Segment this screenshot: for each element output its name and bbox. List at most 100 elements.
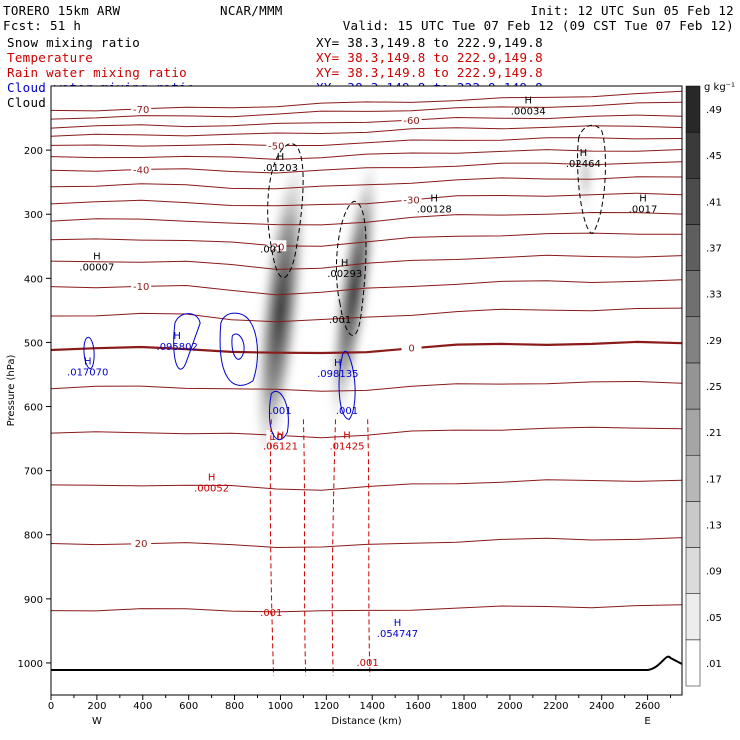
colorbar-box <box>685 131 701 179</box>
temperature-label-bg <box>401 113 422 125</box>
max-marker: H <box>430 194 438 205</box>
contour-value-label: .001 <box>269 406 291 417</box>
temperature-contour <box>50 537 683 549</box>
max-value-label: .06121 <box>263 441 298 452</box>
colorbar-box <box>685 270 701 318</box>
colorbar-box <box>685 501 701 548</box>
x-tick-label: 2400 <box>589 701 614 712</box>
colorbar-label: .29 <box>706 336 722 347</box>
temperature-label: -20 <box>268 242 284 253</box>
center-label: NCAR/MMM <box>220 3 283 18</box>
colorbar-label: .25 <box>706 382 722 393</box>
temperature-label-bg <box>131 280 152 292</box>
x-axis-label: Distance (km) <box>331 716 401 727</box>
colorbar-label: .05 <box>706 613 722 624</box>
colorbar-box <box>685 85 701 133</box>
ground-line <box>51 655 683 671</box>
temperature-contour <box>50 340 683 355</box>
temperature-label: -30 <box>403 195 419 206</box>
max-marker: H <box>277 152 285 163</box>
max-value-label: .00293 <box>327 269 362 280</box>
max-marker: H <box>334 358 342 369</box>
max-marker: H <box>524 96 532 107</box>
x-tick-label: 200 <box>87 701 106 712</box>
x-tick-label: 1600 <box>405 701 430 712</box>
temperature-label: -70 <box>133 105 149 116</box>
contour-value-label: .001 <box>329 315 351 326</box>
temperature-contour <box>50 149 683 160</box>
colorbar-box <box>685 593 701 641</box>
temperature-label: -60 <box>403 116 419 127</box>
contour-labels: H.00007H.01203H.00293H.00128H.02464H.000… <box>67 96 657 670</box>
colorbar-box <box>685 224 701 271</box>
max-value-label: .01425 <box>329 441 364 452</box>
y-tick-label: 1000 <box>18 659 43 670</box>
contour-value-label: .001 <box>260 608 282 619</box>
init-label: Init: 12 UTC Sun 05 Feb 12 <box>531 3 734 18</box>
temperature-label: 10 <box>270 432 283 443</box>
x-tick-label: 400 <box>133 701 152 712</box>
temperature-contour <box>50 114 683 129</box>
colorbar-label: .33 <box>706 290 722 301</box>
y-tick-label: 900 <box>24 595 43 606</box>
colorbar-box <box>685 639 701 687</box>
colorbar: .01 .05 .09 .13 .17 .21 .25 .29 .33 .37 .41 .45 .49 g… <box>685 82 735 687</box>
colorbar-label: .01 <box>706 659 722 670</box>
colorbar-label: .37 <box>706 244 722 255</box>
max-marker: H <box>208 473 216 484</box>
colorbar-label: .17 <box>706 474 722 485</box>
temperature-label-bg <box>401 341 422 353</box>
colorbar-label: .21 <box>706 428 722 439</box>
rain-dashed-contour <box>331 419 371 676</box>
max-value-label: .098135 <box>317 369 358 380</box>
west-label: W <box>92 716 102 727</box>
y-tick-label: 700 <box>24 467 43 478</box>
model-label: TORERO 15km ARW <box>3 3 121 18</box>
fcst-label: Fcst: 51 h <box>3 18 81 33</box>
x-tick-label: 800 <box>225 701 244 712</box>
temperature-contours: -70 -60 -50 -40 -30 -20 -10 0 10 20 <box>50 90 683 613</box>
temperature-label-bg <box>266 240 287 252</box>
max-value-label: .00034 <box>511 107 546 118</box>
colorbar-box <box>685 316 701 364</box>
east-label: E <box>644 716 650 727</box>
x-tick-label: 1000 <box>268 701 293 712</box>
temperature-contour <box>50 380 683 392</box>
legend-xy-range: XY= 38.3,149.8 to 222.9,149.8 <box>316 50 543 65</box>
legend-field-name: Rain water mixing ratio <box>7 65 187 80</box>
temperature-label: 0 <box>408 344 414 355</box>
temperature-label-bg <box>131 103 152 115</box>
rain-dashed-contour <box>269 419 307 676</box>
x-tick-label: 2000 <box>497 701 522 712</box>
snow-dashed-contour <box>335 200 367 336</box>
contour-value-label: .001 <box>260 245 282 256</box>
max-value-label: .017070 <box>67 368 108 379</box>
temperature-label: -10 <box>133 282 149 293</box>
max-marker: H <box>277 430 285 441</box>
legend-field-name: Snow mixing ratio <box>7 35 140 50</box>
valid-label: Valid: 15 UTC Tue 07 Feb 12 (09 CST Tue … <box>343 18 734 33</box>
max-value-label: .054747 <box>377 629 418 640</box>
y-tick-label: 300 <box>24 210 43 221</box>
max-value-label: .00052 <box>194 484 229 495</box>
max-marker: H <box>341 258 349 269</box>
temperature-contour <box>50 232 683 247</box>
temperature-contour <box>50 211 683 226</box>
colorbar-unit: g kg⁻¹ <box>704 82 735 93</box>
snow-band-main <box>254 156 307 465</box>
y-tick-label: 200 <box>24 146 43 157</box>
max-marker: H <box>84 357 92 368</box>
cloud-water-contour <box>173 313 201 370</box>
max-marker: H <box>343 430 351 441</box>
contour-value-label: .001 <box>357 658 379 669</box>
x-tick-label: 2600 <box>635 701 660 712</box>
colorbar-label: .41 <box>706 197 722 208</box>
temperature-contour <box>50 307 683 323</box>
max-marker: H <box>173 331 181 342</box>
colorbar-box <box>685 454 701 502</box>
colorbar-box <box>685 362 701 410</box>
temperature-contour <box>50 125 683 137</box>
cloud-water-contour <box>268 391 289 441</box>
temperature-label-bg <box>266 139 287 151</box>
cloud-water-contour <box>219 312 258 386</box>
